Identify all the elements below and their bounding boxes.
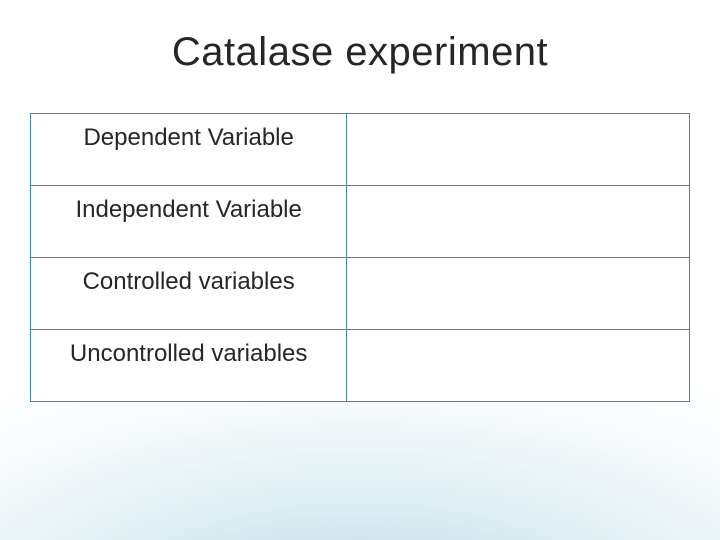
- table-row: Controlled variables: [31, 258, 690, 330]
- row-value-controlled: [347, 258, 690, 330]
- row-label-uncontrolled: Uncontrolled variables: [31, 330, 347, 402]
- row-label-independent: Independent Variable: [31, 186, 347, 258]
- table-row: Uncontrolled variables: [31, 330, 690, 402]
- row-value-independent: [347, 186, 690, 258]
- table-row: Independent Variable: [31, 186, 690, 258]
- row-label-dependent: Dependent Variable: [31, 114, 347, 186]
- table-row: Dependent Variable: [31, 114, 690, 186]
- variables-table: Dependent Variable Independent Variable …: [30, 113, 690, 402]
- row-value-dependent: [347, 114, 690, 186]
- slide: Catalase experiment Dependent Variable I…: [0, 0, 720, 540]
- page-title: Catalase experiment: [28, 30, 692, 75]
- row-value-uncontrolled: [347, 330, 690, 402]
- row-label-controlled: Controlled variables: [31, 258, 347, 330]
